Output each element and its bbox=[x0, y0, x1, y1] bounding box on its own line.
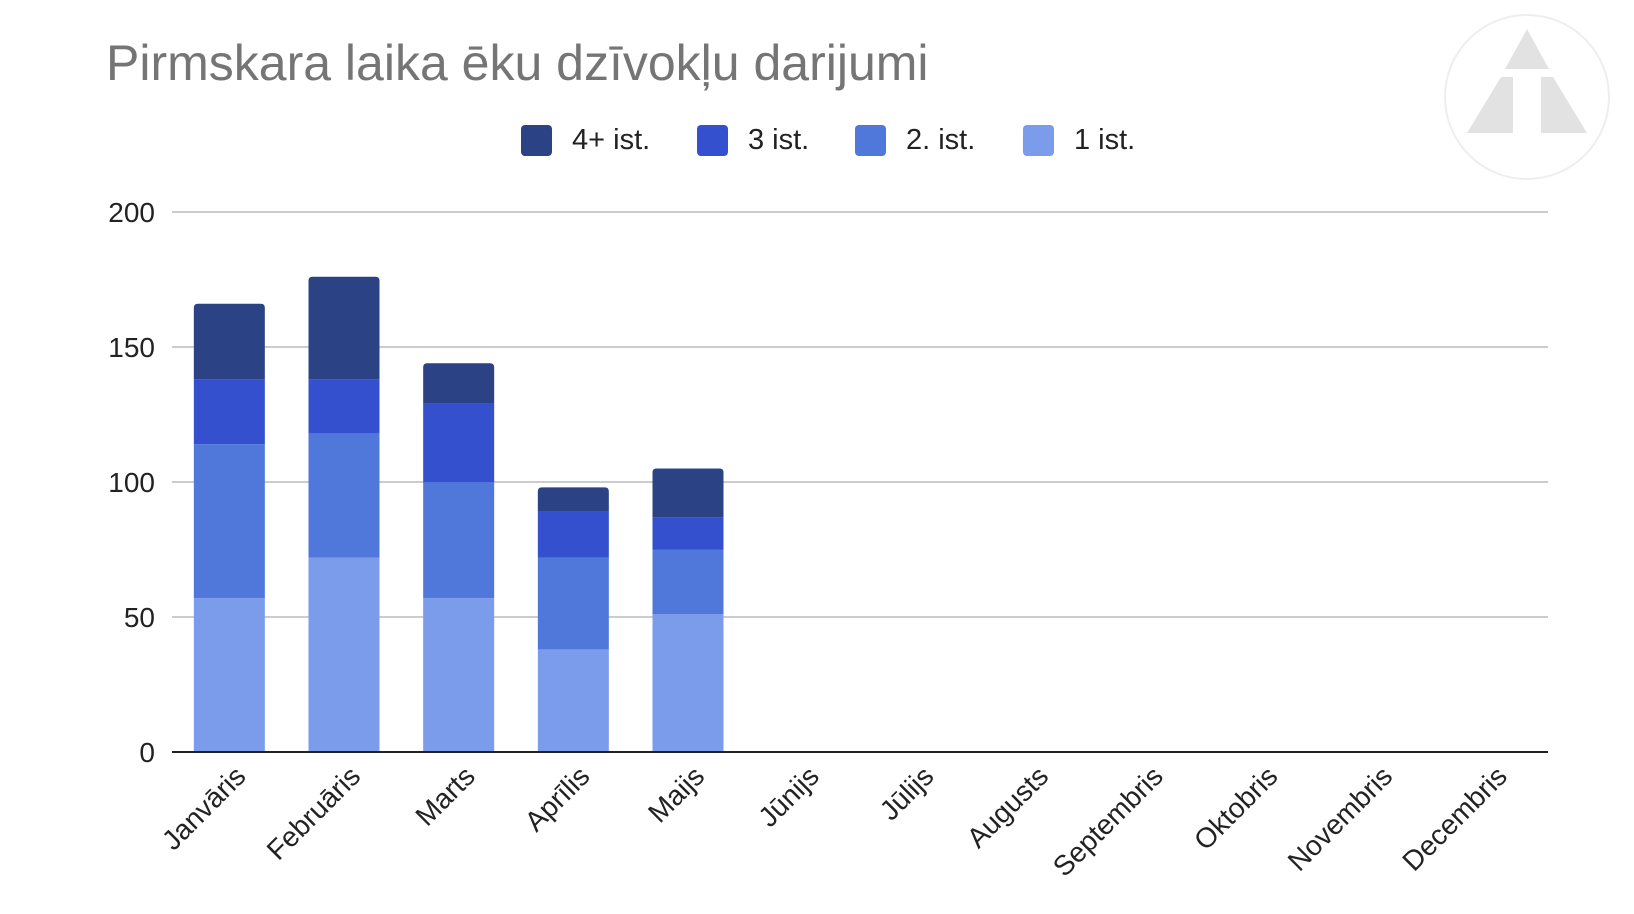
x-tick-label: Septembris bbox=[1047, 760, 1169, 882]
y-tick-label: 200 bbox=[108, 197, 155, 228]
logo-icon bbox=[1444, 14, 1610, 180]
x-tick-label: Maijs bbox=[642, 760, 710, 828]
y-tick-label: 0 bbox=[139, 737, 155, 768]
y-tick-label: 150 bbox=[108, 332, 155, 363]
bar-segment bbox=[423, 363, 495, 404]
x-tick-label: Marts bbox=[409, 760, 480, 831]
bar-segment bbox=[193, 303, 265, 380]
x-tick-label: Jūnijs bbox=[752, 760, 825, 833]
legend-swatch bbox=[697, 125, 728, 156]
legend-swatch bbox=[855, 125, 886, 156]
legend-label: 1 ist. bbox=[1074, 124, 1136, 156]
bar-segment bbox=[652, 614, 724, 752]
y-tick-label: 50 bbox=[124, 602, 155, 633]
bar-segment bbox=[537, 511, 609, 558]
legend-item: 4+ ist. bbox=[521, 124, 650, 157]
legend-label: 3 ist. bbox=[748, 124, 810, 156]
x-tick-label: Novembris bbox=[1282, 760, 1399, 877]
x-tick-label: Februāris bbox=[261, 760, 367, 866]
chart-title: Pirmskara laika ēku dzīvokļu darijumi bbox=[106, 35, 929, 91]
legend-item: 1 ist. bbox=[1023, 124, 1135, 157]
bar-segment bbox=[423, 403, 495, 482]
bar-segment bbox=[652, 549, 724, 615]
bar-segment bbox=[308, 276, 380, 380]
bar-segment bbox=[308, 433, 380, 558]
legend-item: 3 ist. bbox=[697, 124, 809, 157]
bar-segment bbox=[537, 649, 609, 752]
x-tick-label: Janvāris bbox=[156, 760, 252, 856]
x-tick-label: Jūlijs bbox=[874, 760, 940, 826]
x-tick-label: Decembris bbox=[1396, 760, 1513, 877]
bar-segment bbox=[423, 598, 495, 752]
chart-legend: 4+ ist. 3 ist. 2. ist. 1 ist. bbox=[0, 124, 1634, 164]
legend-label: 2. ist. bbox=[906, 124, 976, 156]
legend-swatch bbox=[1023, 125, 1054, 156]
y-tick-label: 100 bbox=[108, 467, 155, 498]
bar-segment bbox=[423, 482, 495, 599]
legend-swatch bbox=[521, 125, 552, 156]
bar-segment bbox=[537, 487, 609, 512]
x-tick-label: Augusts bbox=[961, 760, 1054, 853]
legend-label: 4+ ist. bbox=[572, 124, 651, 156]
x-tick-label: Aprīlis bbox=[519, 760, 596, 837]
bar-segment bbox=[652, 517, 724, 550]
bar-segment bbox=[537, 557, 609, 650]
bar-segment bbox=[308, 379, 380, 434]
bar-segment bbox=[193, 598, 265, 752]
bar-segment bbox=[652, 468, 724, 518]
bar-segment bbox=[193, 379, 265, 445]
bar-segment bbox=[308, 557, 380, 752]
bar-segment bbox=[193, 444, 265, 599]
legend-item: 2. ist. bbox=[855, 124, 975, 157]
x-tick-label: Oktobris bbox=[1188, 760, 1284, 856]
